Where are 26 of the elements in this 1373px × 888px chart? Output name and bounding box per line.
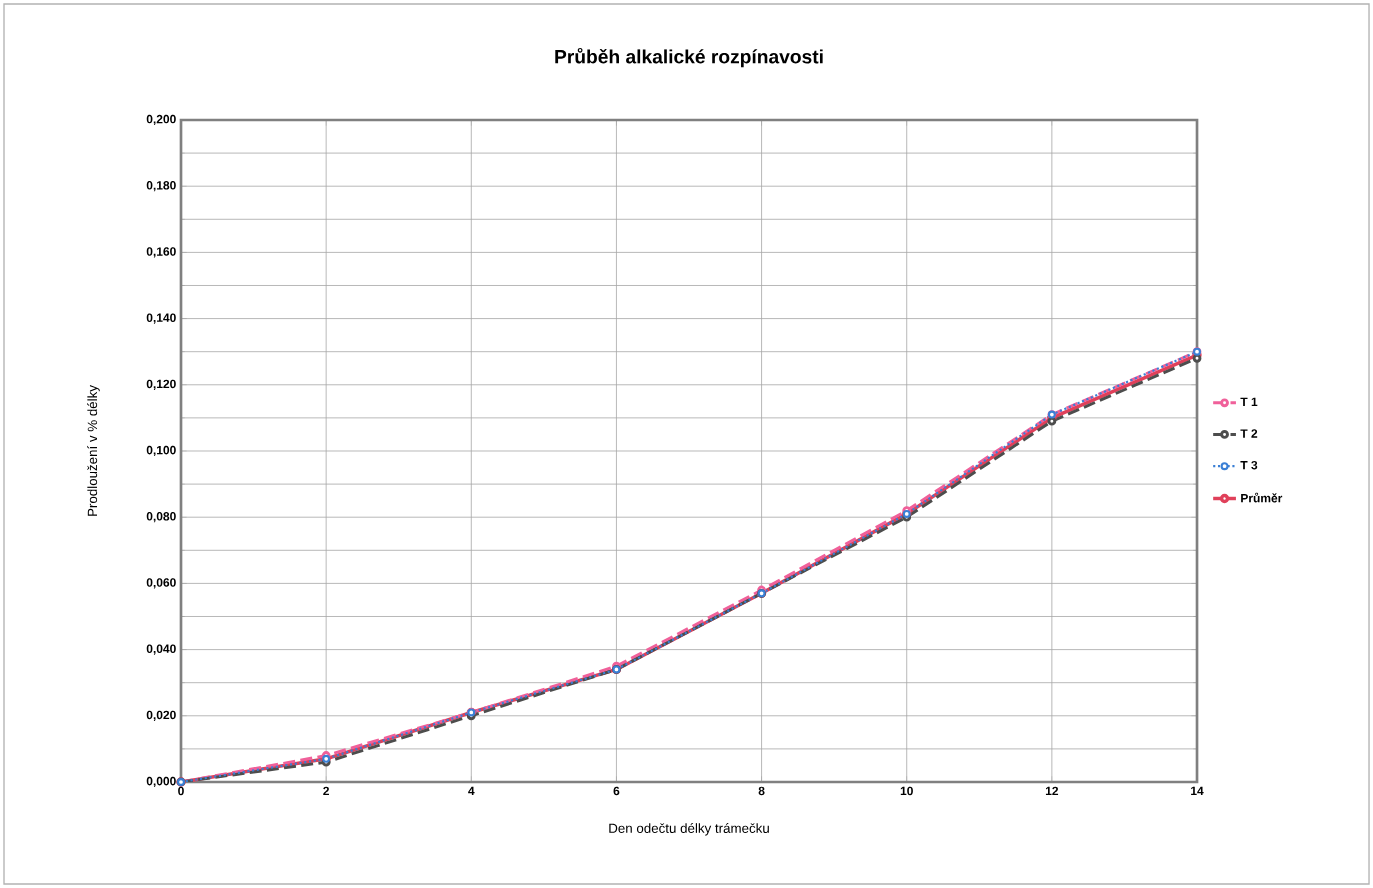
y-tick-label: 0,120 [146, 379, 176, 390]
x-tick-label: 12 [1045, 786, 1059, 796]
y-tick-label: 0,000 [146, 776, 176, 788]
y-tick-label: 0,140 [146, 313, 176, 324]
legend-label: T 3 [1240, 460, 1258, 470]
x-tick-label: 0 [178, 786, 184, 796]
x-tick-label: 10 [900, 786, 913, 796]
y-tick-label: 0,160 [146, 247, 176, 258]
y-tick-label: 0,040 [146, 644, 176, 655]
x-tick-label: 8 [758, 786, 765, 796]
y-tick-label: 0,020 [146, 710, 176, 721]
y-tick-label: 0,100 [146, 445, 176, 457]
x-tick-label: 6 [613, 786, 620, 796]
legend-label: T 2 [1240, 429, 1258, 438]
legend-label: T 1 [1240, 397, 1258, 406]
y-tick-label: 0,080 [146, 512, 176, 523]
y-tick-label: 0,060 [146, 578, 176, 589]
x-tick-label: 2 [323, 786, 329, 796]
y-tick-label: 0,200 [146, 114, 176, 126]
y-axis-title: Prodloužení v % délky [87, 385, 100, 516]
x-axis-title: Den odečtu délky trámečku [609, 823, 769, 836]
y-tick-label: 0,180 [146, 181, 176, 192]
x-tick-label: 14 [1191, 786, 1204, 795]
legend-label: Průměr [1241, 492, 1283, 503]
x-tick-label: 4 [468, 786, 475, 795]
chart-title: Průběh alkalické rozpínavosti [555, 47, 823, 68]
